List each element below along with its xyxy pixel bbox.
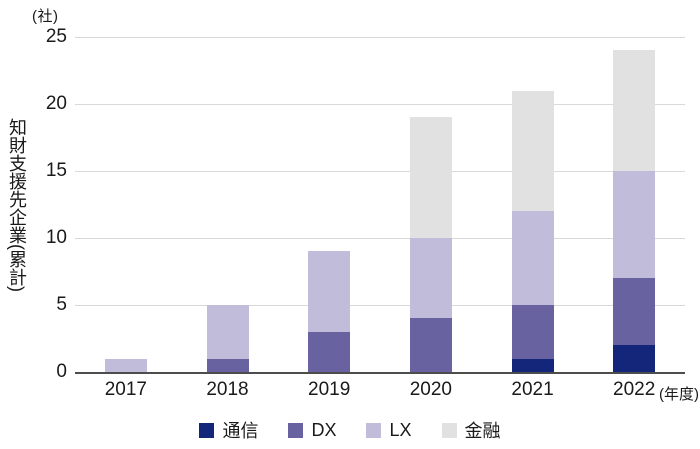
stacked-bar-2022 <box>613 37 656 372</box>
bar-segment-dx-2019 <box>308 331 351 372</box>
y-axis-title: 知財支援先企業(累計) <box>7 117 27 292</box>
x-tick-label-2017: 2017 <box>104 379 147 400</box>
legend-label-telecom: 通信 <box>222 421 259 441</box>
bar-segment-dx-2018 <box>206 358 249 372</box>
legend-swatch-lx <box>366 422 382 438</box>
bar-segment-finance-2020 <box>409 117 452 239</box>
y-tick-label-15: 15 <box>45 160 67 181</box>
bar-segment-telecom-2021 <box>511 358 554 372</box>
bar-segment-telecom-2022 <box>613 345 656 372</box>
legend-item-telecom: 通信 <box>199 417 258 443</box>
legend-swatch-telecom <box>199 422 215 438</box>
y-tick-label-10: 10 <box>45 227 67 248</box>
bar-group-2018 <box>177 37 279 372</box>
x-tick-label-2022: 2022 <box>613 379 656 400</box>
stacked-bar-2020 <box>409 37 452 372</box>
x-tick-label-2018: 2018 <box>206 379 249 400</box>
legend-item-finance: 金融 <box>441 417 501 443</box>
legend-item-lx: LX <box>366 419 412 441</box>
bar-group-2020 <box>380 37 482 372</box>
stacked-bar-2021 <box>511 37 554 372</box>
bars <box>75 37 685 372</box>
bar-segment-lx-2021 <box>511 211 554 306</box>
x-axis-unit-label: (年度) <box>659 386 699 403</box>
gridline-25 <box>75 37 685 38</box>
y-tick-label-5: 5 <box>56 294 67 315</box>
bar-segment-finance-2022 <box>613 50 656 172</box>
gridline-5 <box>75 305 685 306</box>
plot-area <box>75 37 685 374</box>
legend-swatch-dx <box>288 422 304 438</box>
y-axis-unit-label: (社) <box>32 8 59 25</box>
bar-group-2022 <box>583 37 685 372</box>
legend-label-finance: 金融 <box>464 421 501 441</box>
gridline-10 <box>75 238 685 239</box>
x-tick-label-2019: 2019 <box>308 379 351 400</box>
bar-segment-dx-2020 <box>409 318 452 372</box>
bar-group-2017 <box>75 37 177 372</box>
bar-segment-lx-2020 <box>409 238 452 319</box>
legend-swatch-finance <box>441 422 457 438</box>
x-axis-labels: 2017 2018 2019 2020 2021 2022 <box>75 379 685 401</box>
x-tick-label-2021: 2021 <box>511 379 554 400</box>
legend-item-dx: DX <box>288 420 336 441</box>
bar-segment-dx-2022 <box>613 278 656 346</box>
legend-label-dx: DX <box>311 419 337 440</box>
stacked-bar-2018 <box>206 37 249 372</box>
bar-segment-lx-2018 <box>206 305 249 359</box>
bar-segment-lx-2017 <box>104 358 147 372</box>
bar-group-2019 <box>278 37 380 372</box>
bar-segment-lx-2022 <box>613 171 656 279</box>
bar-segment-finance-2021 <box>511 90 554 212</box>
stacked-bar-2019 <box>308 37 351 372</box>
legend-label-lx: LX <box>389 419 412 440</box>
bar-group-2021 <box>482 37 584 372</box>
bar-segment-dx-2021 <box>511 305 554 359</box>
y-tick-label-0: 0 <box>56 361 67 382</box>
y-tick-label-25: 25 <box>45 26 67 47</box>
y-tick-label-20: 20 <box>45 93 67 114</box>
gridline-15 <box>75 171 685 172</box>
x-tick-label-2020: 2020 <box>409 379 452 400</box>
bar-segment-lx-2019 <box>308 251 351 332</box>
stacked-bar-2017 <box>104 37 147 372</box>
legend: 通信 DX LX 金融 <box>0 417 700 443</box>
y-axis-tick-labels: 0 5 10 15 20 25 <box>0 26 67 382</box>
gridline-20 <box>75 104 685 105</box>
